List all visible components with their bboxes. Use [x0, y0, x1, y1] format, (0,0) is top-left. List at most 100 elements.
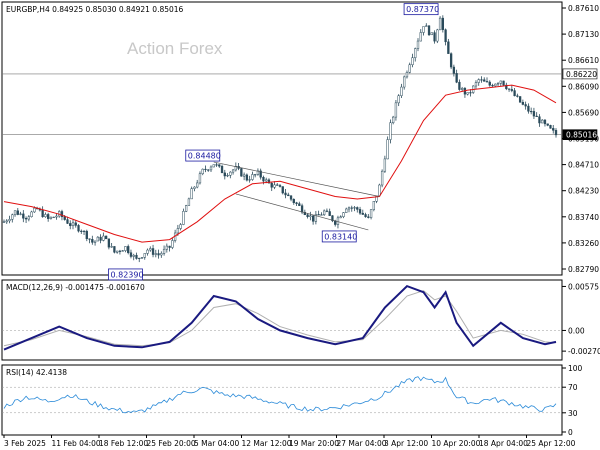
candle-body: [502, 80, 505, 86]
rsi-panel-frame: [1, 364, 563, 436]
candle-body: [292, 199, 295, 203]
candle-body: [342, 212, 345, 217]
candle-body: [325, 210, 329, 212]
candle-body: [93, 240, 97, 243]
candle-body: [419, 32, 422, 42]
x-tick-label: 25 Feb 20:00: [147, 439, 196, 448]
candle-body: [499, 80, 502, 84]
candle-body: [2, 221, 6, 223]
candle-body: [356, 207, 359, 210]
candle-body: [69, 223, 72, 227]
candle-body: [24, 217, 28, 220]
rsi-y-tick-label: 0: [568, 428, 573, 437]
candle-body: [386, 139, 389, 160]
candle-body: [546, 123, 549, 126]
x-tick-label: 18 Apr 04:00: [479, 439, 528, 448]
candle-body: [309, 215, 312, 217]
candle-body: [132, 254, 135, 257]
annotation-box: [185, 149, 221, 162]
x-tick-label: 25 Apr 12:00: [527, 439, 576, 448]
candle-body: [77, 225, 80, 232]
candle-body: [165, 245, 168, 250]
macd-y-tick-label: 0.00575: [568, 282, 599, 291]
candle-body: [63, 216, 66, 220]
candle-body: [480, 79, 483, 81]
candle-body: [353, 207, 356, 209]
candle-body: [320, 214, 323, 216]
candle-body: [281, 186, 284, 194]
candle-body: [218, 164, 221, 167]
candle-body: [524, 104, 527, 107]
candle-body: [265, 179, 268, 182]
price-y-tick-label: 0.85690: [568, 108, 599, 117]
candle-body: [80, 230, 83, 232]
x-tick-label: 3 Apr 12:00: [384, 439, 428, 448]
candle-body: [447, 41, 450, 54]
candle-body: [306, 214, 309, 217]
candle-body: [554, 130, 558, 136]
candle-body: [474, 82, 478, 87]
candle-body: [182, 211, 185, 225]
candle-body: [160, 253, 163, 256]
price-y-tick-label: 0.83740: [568, 213, 599, 222]
price-y-tick-label: 0.82790: [568, 265, 599, 274]
candle-body: [242, 174, 246, 177]
annotation-label: 0.84480: [188, 152, 221, 161]
candle-body: [157, 253, 160, 256]
macd-y-tick-label: -0.002702: [568, 347, 600, 356]
x-tick-label: 12 Mar 12:00: [242, 439, 292, 448]
candle-body: [331, 215, 334, 222]
candle-body: [251, 174, 254, 180]
candle-body: [372, 201, 375, 210]
candle-body: [400, 86, 403, 96]
candle-body: [88, 238, 91, 240]
rsi-y-tick-label: 30: [568, 409, 578, 418]
candle-body: [345, 208, 348, 213]
candle-body: [383, 158, 387, 172]
candle-body: [466, 92, 469, 95]
candle-body: [364, 214, 367, 218]
price-tag-label: 0.85016: [566, 131, 597, 140]
candle-body: [19, 213, 22, 215]
candle-body: [510, 89, 513, 91]
candle-body: [229, 171, 232, 176]
price-y-tick-label: 0.84230: [568, 187, 599, 196]
candle-body: [543, 119, 547, 125]
rsi-y-tick-label: 100: [568, 364, 583, 373]
candle-body: [198, 173, 202, 184]
candle-body: [193, 186, 196, 189]
candle-body: [149, 248, 152, 251]
rsi-line: [3, 376, 557, 414]
price-tag-box: [562, 129, 598, 141]
candle-body: [44, 214, 47, 218]
candle-body: [270, 182, 273, 188]
candle-body: [190, 188, 193, 200]
candle-body: [127, 246, 130, 253]
candle-body: [427, 25, 431, 36]
price-layer: 0.876100.871300.866100.860900.856900.851…: [2, 3, 599, 281]
candle-body: [455, 73, 458, 83]
candle-body: [209, 166, 213, 171]
candle-body: [380, 170, 384, 186]
candle-body: [403, 76, 406, 88]
candle-body: [287, 194, 290, 197]
candle-body: [369, 209, 373, 218]
candle-body: [438, 17, 442, 31]
candle-body: [248, 179, 251, 181]
candle-body: [441, 17, 444, 30]
candle-body: [541, 119, 544, 124]
candle-body: [262, 176, 265, 182]
price-tag-label: 0.86220: [566, 70, 597, 79]
candle-body: [204, 168, 207, 171]
candle-body: [212, 164, 215, 168]
annotation-label: 0.82390: [110, 270, 143, 279]
price-y-tick-label: 0.84710: [568, 161, 599, 170]
candle-body: [430, 32, 433, 36]
candle-body: [254, 174, 257, 176]
x-tick-label: 27 Mar 04:00: [337, 439, 387, 448]
candle-body: [422, 26, 425, 33]
candle-body: [530, 111, 533, 113]
candle-body: [118, 250, 122, 252]
candle-body: [350, 207, 353, 209]
